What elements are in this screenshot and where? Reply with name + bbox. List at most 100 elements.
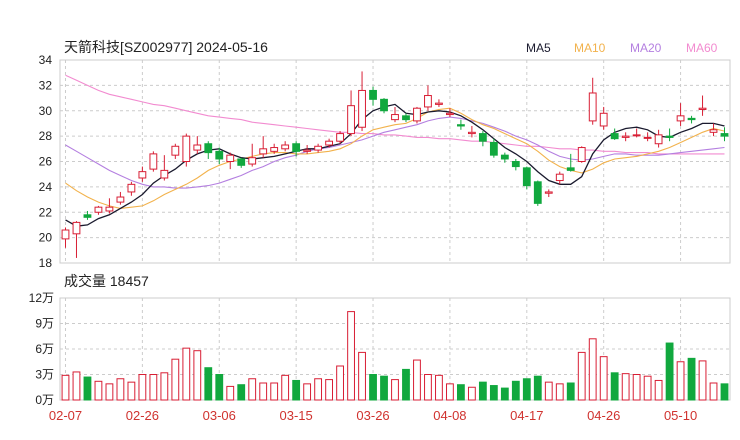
candlestick [544,189,553,198]
x-tick-label: 03-15 [280,408,313,423]
candlestick [555,171,564,185]
candle-body-up [621,135,630,138]
volume-bar-up [193,350,202,401]
candlestick [588,77,597,125]
volume-bar-down [380,375,388,401]
candle-body-up [105,206,114,212]
candlestick [380,98,388,114]
volume-bar-up [709,382,718,401]
candle-body-up [435,102,443,105]
moving-average-lines [65,74,725,227]
candle-body-up [193,144,202,151]
candle-body-up [303,149,312,152]
volume-bar-up [171,358,180,401]
volume-bar-up [281,374,290,401]
candlestick [676,103,685,126]
candlestick [456,119,465,130]
volume-y-tick-label: 9万 [35,317,54,331]
candlestick [577,146,586,163]
candle-body-up [226,154,235,162]
volume-bar-up [72,371,81,401]
candlestick [72,221,81,258]
candlestick [171,143,180,159]
legend-entry-ma60: MA60 [686,41,718,55]
volume-bar-up [643,375,652,401]
candle-body-up [325,140,334,146]
candlestick [413,106,421,124]
candlestick [424,85,432,111]
volume-bar-up [588,338,597,401]
candle-body-up [413,107,421,122]
volume-bar-down [566,382,575,401]
volume-bar-up [698,360,707,401]
volume-bar-up [138,374,147,401]
volume-bar-up [676,361,685,401]
volume-bar-up [446,383,454,401]
candlestick [61,227,70,248]
candle-body-up [149,153,158,170]
candlestick [94,205,103,215]
candlestick [435,99,443,107]
candle-body-up [72,221,81,235]
volume-bar-down [204,367,213,401]
volume-bar-up [303,383,312,401]
candle-body-up [588,92,597,122]
volume-bar-down [610,372,619,401]
price-grid [59,59,731,264]
volume-bar-up [105,383,114,401]
volume-bar-up [182,347,191,401]
candlestick [478,131,487,147]
candle-body-up [698,107,707,110]
candlestick [248,143,257,167]
volume-bar-up [270,382,279,401]
candle-body-up [270,147,279,152]
candlestick [292,141,301,157]
candlestick [281,141,290,152]
candle-body-up [599,112,608,127]
candle-body-down [215,150,224,160]
volume-bar-down [237,384,246,401]
candle-body-down [522,167,531,187]
volume-bar-down [478,381,487,401]
candlestick [522,166,531,190]
candle-body-up [676,115,685,122]
volume-bar-down [402,368,410,401]
volume-bar-up [544,381,553,401]
candlestick [467,125,476,138]
volume-bar-up [116,378,125,401]
candle-body-up [248,157,257,165]
candlesticks [61,71,729,258]
candlestick [632,128,641,138]
candle-body-down [533,181,542,204]
candlestick [182,133,191,167]
volume-bar-up [94,380,103,401]
legend-entry-ma20: MA20 [630,41,662,55]
candle-body-up [94,206,103,213]
volume-bar-up [621,373,630,401]
candle-body-up [632,134,641,137]
volume-y-axis: 0万 3万 6万 9万 12万 [29,291,54,407]
candle-body-down [665,135,674,138]
candle-body-down [489,141,498,156]
x-tick-label: 03-26 [356,408,389,423]
volume-bar-down [83,376,92,401]
candlestick [193,136,202,154]
candle-body-up [555,173,564,182]
candlestick [533,180,542,206]
candlestick [391,106,399,123]
candlestick [489,138,498,158]
price-y-tick-label: 26 [39,155,53,169]
candle-body-down [402,115,410,121]
candle-body-down [204,143,213,154]
candle-body-up [61,229,70,240]
candle-body-up [116,196,125,203]
candle-body-up [654,134,663,145]
candle-body-up [467,131,476,135]
candle-body-down [720,133,729,137]
volume-bar-up [314,378,323,401]
date-x-axis: 02-07 02-26 03-06 03-15 03-26 04-08 04-17 04-26… [49,408,697,423]
candlestick [621,132,630,142]
volume-bar-up [259,382,268,401]
candlestick [83,210,92,220]
candle-body-down [687,117,696,121]
